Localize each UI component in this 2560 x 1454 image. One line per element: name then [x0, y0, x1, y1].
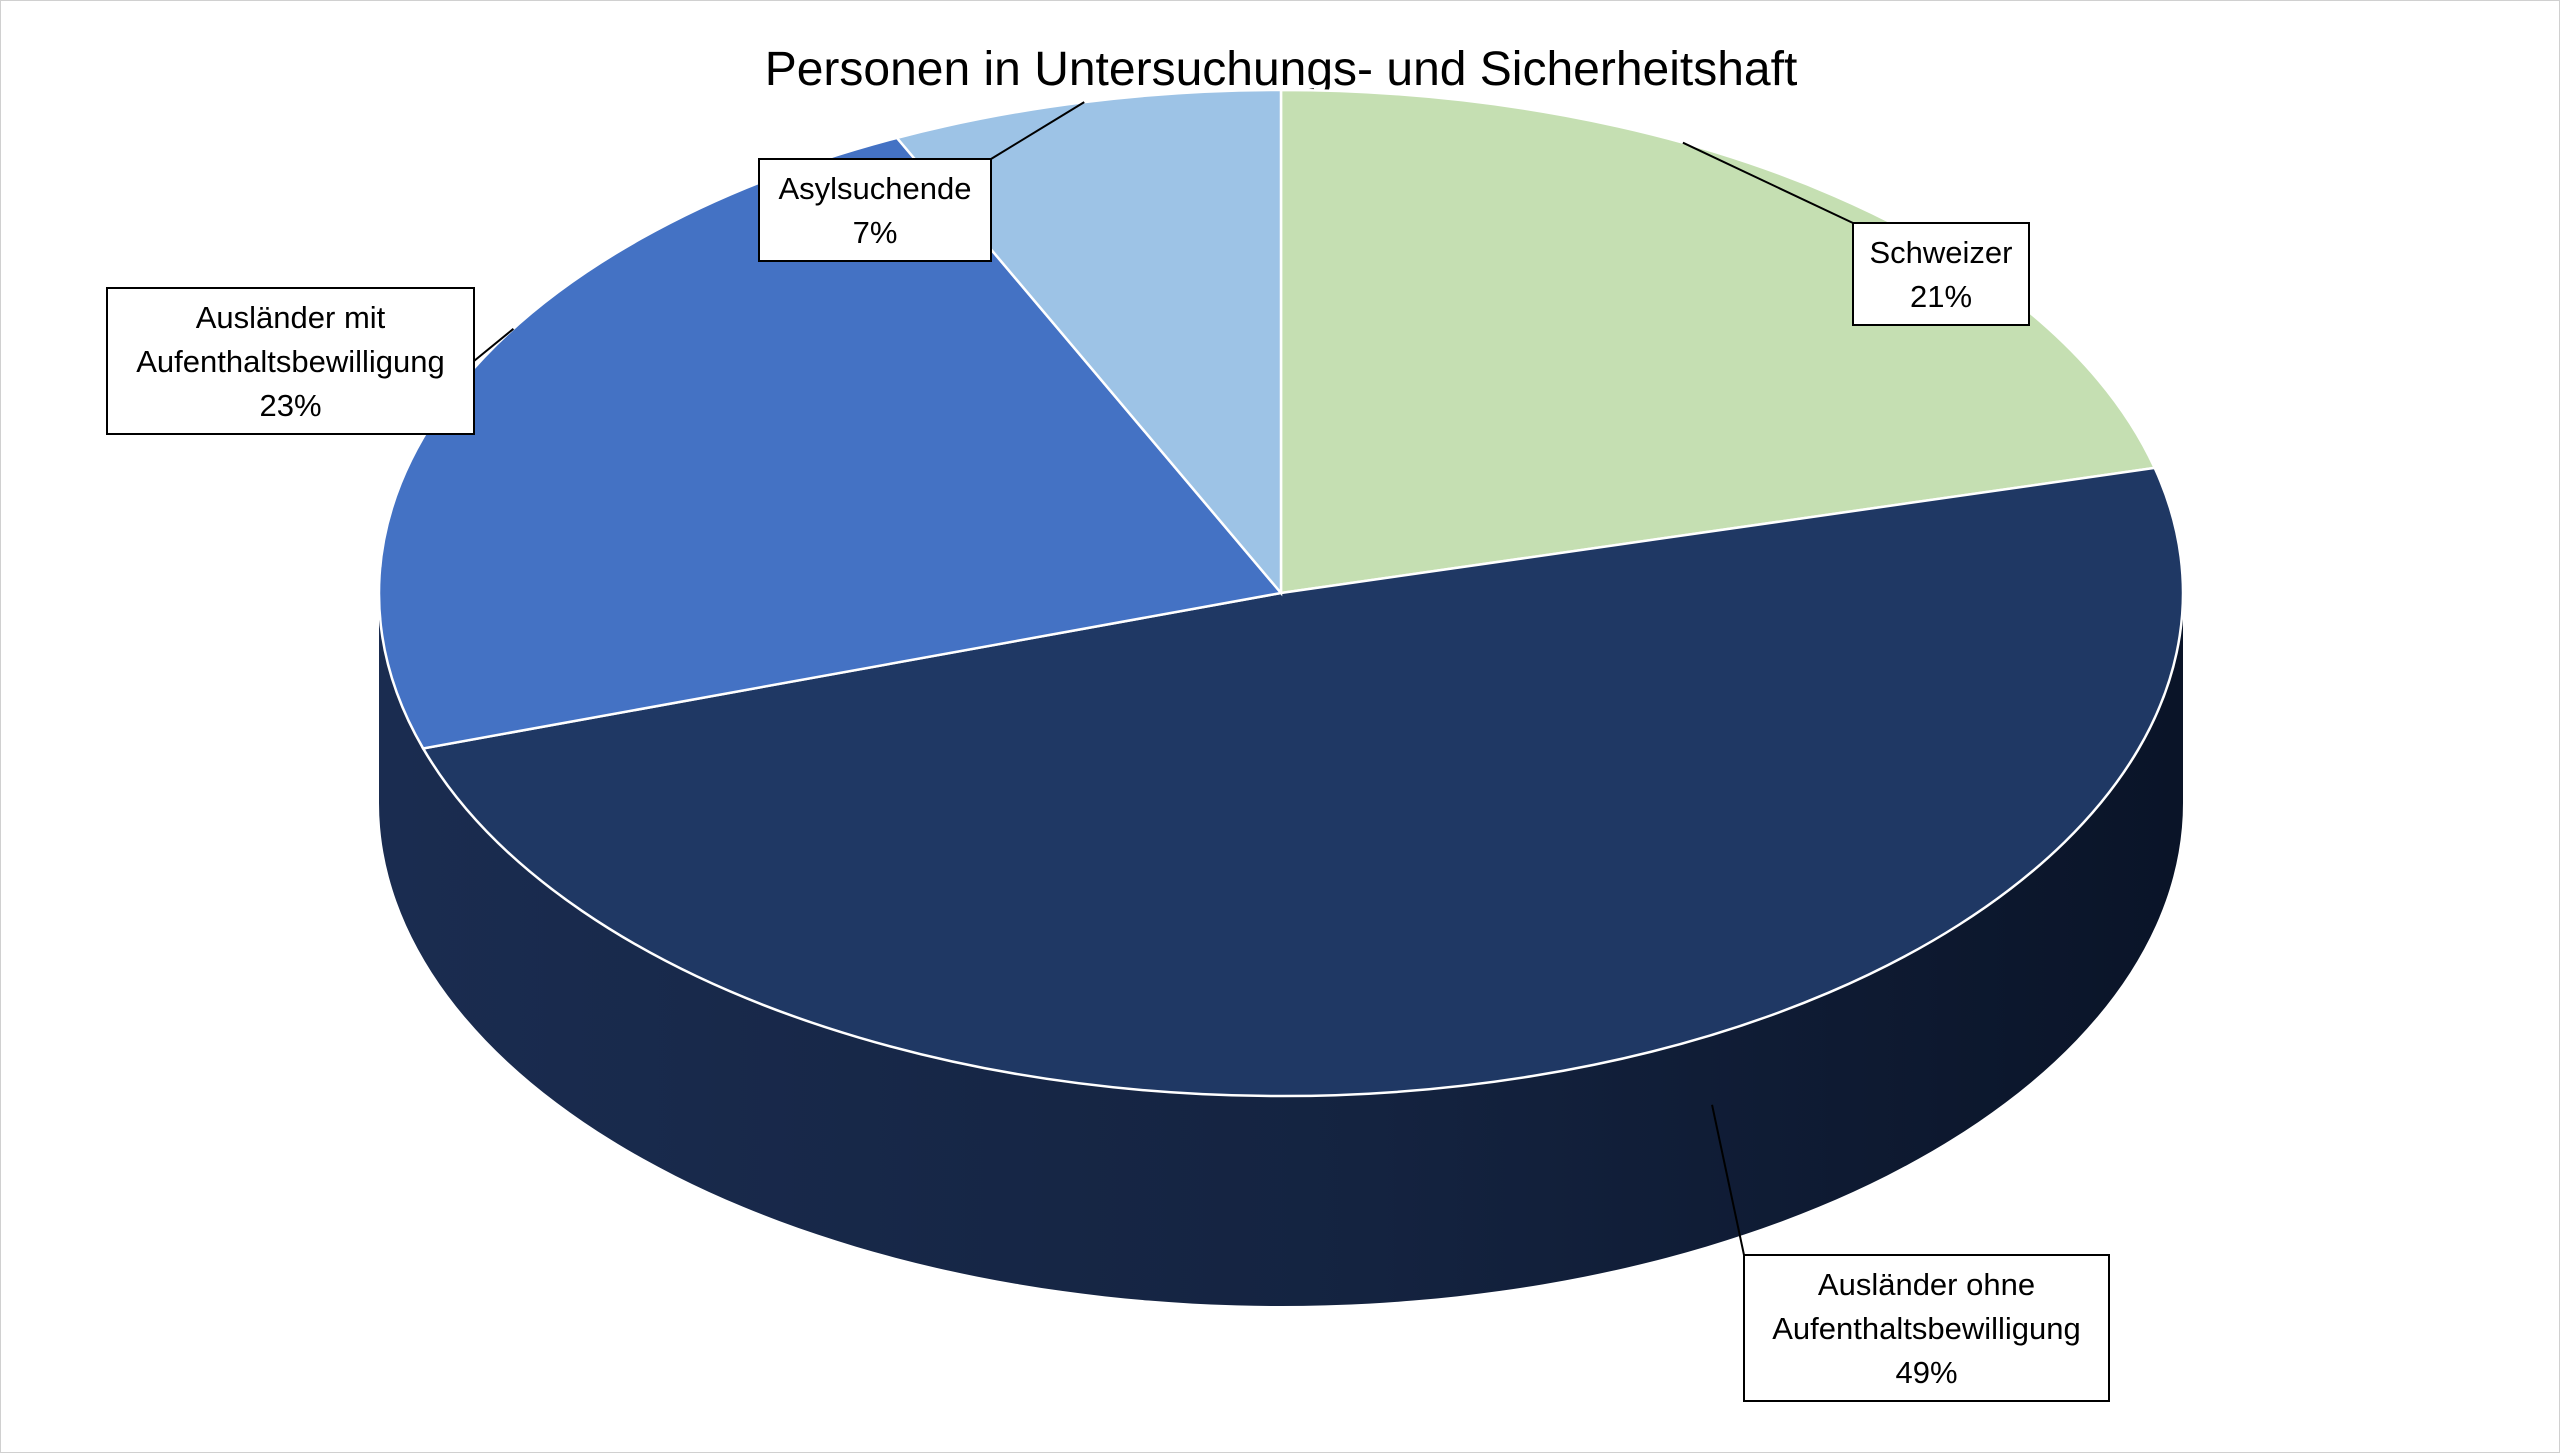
- pie-side-wall: [379, 593, 2183, 1306]
- data-label-box: [1743, 1254, 2110, 1402]
- leader-line-auslaender-mit-aufenthaltsbewilligung: [473, 328, 515, 362]
- data-label-category: Asylsuchende: [778, 171, 971, 206]
- leader-line-auslaender-ohne-aufenthaltsbewilligung: [1711, 1104, 1745, 1256]
- data-labels: Schweizer 21% Ausländer ohne Aufenthaltsbew…: [106, 158, 2110, 1402]
- data-label-category: Aufenthaltsbewilligung: [136, 344, 445, 379]
- data-label-category: Aufenthaltsbewilligung: [1772, 1311, 2081, 1346]
- data-label-box: [758, 158, 992, 262]
- pie-slice-schweizer: [1279, 88, 2157, 595]
- pie-slice-auslaender-ohne-aufenthaltsbewilligung: [421, 466, 2185, 1098]
- leader-line-asylsuchende: [990, 101, 1085, 160]
- data-label-category: Schweizer: [1870, 235, 2013, 270]
- data-label-category: Ausländer mit: [196, 300, 386, 335]
- data-label-auslaender-ohne-aufenthaltsbewilligung: Ausländer ohne Aufenthaltsbewilligung 49%: [1743, 1254, 2110, 1402]
- data-label-category: Ausländer ohne: [1818, 1267, 2035, 1302]
- data-label-box: [1852, 222, 2030, 326]
- data-label-percent: 21%: [1910, 279, 1972, 314]
- side-wall-shape: [379, 593, 2183, 1306]
- data-label-schweizer: Schweizer 21%: [1852, 222, 2030, 326]
- data-label-auslaender-mit-aufenthaltsbewilligung: Ausländer mit Aufenthaltsbewilligung 23%: [106, 287, 475, 435]
- data-label-box: [106, 287, 475, 435]
- leader-lines: [473, 101, 1854, 1256]
- chart-title: Personen in Untersuchungs- und Sicherhei…: [765, 43, 1798, 96]
- data-label-percent: 7%: [853, 215, 898, 250]
- leader-line-schweizer: [1682, 141, 1854, 224]
- data-label-percent: 49%: [1895, 1355, 1957, 1390]
- data-label-asylsuchende: Asylsuchende 7%: [758, 158, 992, 262]
- data-label-percent: 23%: [259, 388, 321, 423]
- pie-top-face: [377, 88, 2185, 1098]
